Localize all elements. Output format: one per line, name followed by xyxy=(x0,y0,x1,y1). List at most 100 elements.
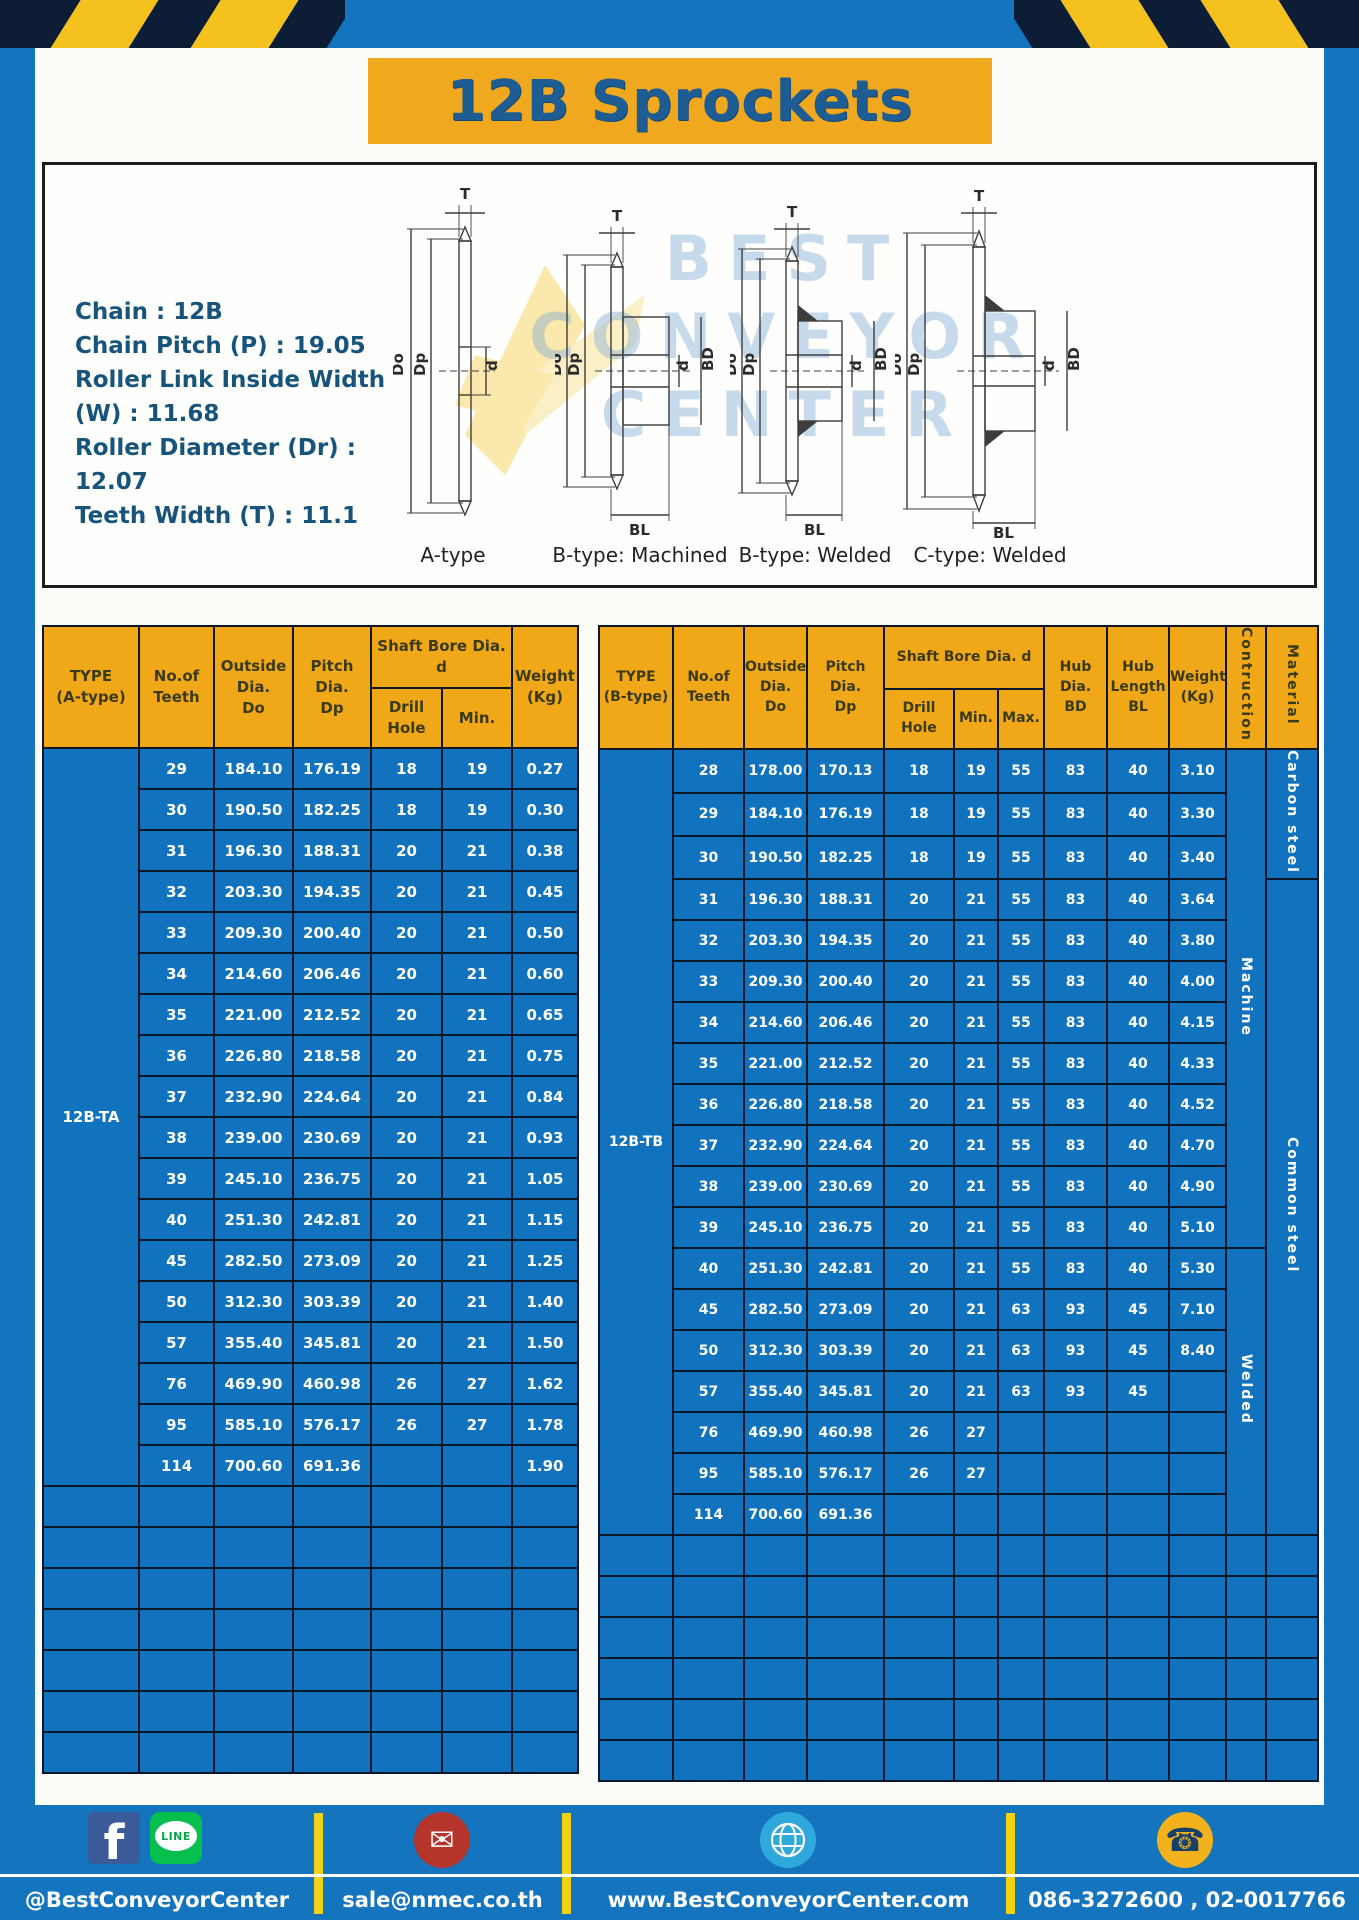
phone-icon[interactable]: ☎ xyxy=(1157,1812,1213,1868)
cell-outside-dia: 196.30 xyxy=(213,829,294,872)
cell-hub-length: 40 xyxy=(1106,960,1171,1004)
cell-hub-length: 40 xyxy=(1106,1124,1171,1168)
cell-pitch-dia: 194.35 xyxy=(806,919,885,963)
empty-cell xyxy=(370,1485,443,1528)
cell-weight: 1.90 xyxy=(511,1444,579,1487)
cell-weight: 0.93 xyxy=(511,1116,579,1159)
cell-drill-hole: 18 xyxy=(883,748,955,794)
cell-outside-dia: 251.30 xyxy=(213,1198,294,1241)
globe-icon[interactable] xyxy=(760,1812,816,1868)
cell-outside-dia: 251.30 xyxy=(743,1247,808,1291)
cell-pitch-dia: 182.25 xyxy=(806,834,885,881)
cell-teeth: 32 xyxy=(672,919,745,963)
cell-outside-dia: 226.80 xyxy=(743,1083,808,1127)
empty-cell xyxy=(598,1698,674,1742)
cell-drill-hole: 20 xyxy=(370,1157,443,1200)
empty-cell xyxy=(598,1575,674,1619)
cell-drill-hole: 20 xyxy=(883,1124,955,1168)
col-hub-dia: Hub Dia. BD xyxy=(1043,624,1109,751)
col-shaft-bore-group: Shaft Bore Dia. d xyxy=(370,625,513,689)
empty-cell xyxy=(1043,1534,1109,1578)
cell-teeth: 40 xyxy=(138,1198,215,1241)
svg-text:Do: Do xyxy=(895,353,905,376)
cell-outside-dia: 312.30 xyxy=(213,1280,294,1323)
cell-pitch-dia: 176.19 xyxy=(806,791,885,838)
cell-drill-hole: 20 xyxy=(883,1083,955,1127)
caption-b-type-machined: B-type: Machined xyxy=(552,543,728,567)
svg-text:T: T xyxy=(974,187,985,205)
cell-outside-dia: 239.00 xyxy=(213,1116,294,1159)
empty-cell xyxy=(953,1575,999,1619)
cell-pitch-dia: 576.17 xyxy=(806,1452,885,1496)
cell-min xyxy=(953,1493,999,1537)
empty-cell xyxy=(441,1485,513,1528)
cell-teeth: 50 xyxy=(138,1280,215,1323)
empty-cell xyxy=(1225,1657,1268,1701)
empty-cell xyxy=(511,1649,579,1692)
empty-cell xyxy=(1106,1698,1171,1742)
empty-cell xyxy=(292,1608,372,1651)
cell-weight: 0.45 xyxy=(511,870,579,913)
cell-teeth: 33 xyxy=(672,960,745,1004)
cell-min: 19 xyxy=(441,747,513,790)
website-url[interactable]: www.BestConveyorCenter.com xyxy=(607,1888,970,1912)
cell-drill-hole xyxy=(370,1444,443,1487)
footer-divider xyxy=(314,1813,323,1914)
empty-cell xyxy=(883,1657,955,1701)
cell-pitch-dia: 576.17 xyxy=(292,1403,372,1446)
mail-icon[interactable]: ✉ xyxy=(414,1812,470,1868)
cell-min: 21 xyxy=(441,1321,513,1364)
cell-drill-hole: 20 xyxy=(883,1370,955,1414)
cell-outside-dia: 585.10 xyxy=(743,1452,808,1496)
cell-pitch-dia: 206.46 xyxy=(806,1001,885,1045)
empty-cell xyxy=(883,1575,955,1619)
cell-weight: 5.30 xyxy=(1168,1247,1228,1291)
cell-min: 19 xyxy=(953,834,999,881)
email-address[interactable]: sale@nmec.co.th xyxy=(342,1888,543,1912)
facebook-f: f xyxy=(103,1815,125,1864)
empty-cell xyxy=(42,1608,140,1651)
cell-pitch-dia: 206.46 xyxy=(292,952,372,995)
cell-outside-dia: 196.30 xyxy=(743,878,808,922)
empty-cell xyxy=(213,1731,294,1774)
cell-hub-dia: 83 xyxy=(1043,1042,1109,1086)
facebook-icon[interactable]: f xyxy=(88,1812,140,1864)
cell-max: 55 xyxy=(996,1247,1046,1291)
cell-pitch-dia: 188.31 xyxy=(806,878,885,922)
cell-hub-length: 40 xyxy=(1106,878,1171,922)
cell-pitch-dia: 176.19 xyxy=(292,747,372,790)
cell-outside-dia: 469.90 xyxy=(743,1411,808,1455)
cell-min: 21 xyxy=(953,919,999,963)
empty-cell xyxy=(138,1567,215,1610)
cell-min: 19 xyxy=(441,788,513,831)
cell-max: 55 xyxy=(996,878,1046,922)
hazard-stripes-right xyxy=(1014,0,1359,48)
cell-weight xyxy=(1168,1493,1228,1537)
cell-max: 55 xyxy=(996,748,1046,794)
svg-text:BL: BL xyxy=(804,521,825,539)
cell-drill-hole: 20 xyxy=(370,1034,443,1077)
footer: @BestConveyorCenter sale@nmec.co.th www.… xyxy=(0,1805,1359,1920)
empty-cell xyxy=(292,1567,372,1610)
svg-text:d: d xyxy=(1040,360,1058,371)
cell-weight: 0.65 xyxy=(511,993,579,1036)
cell-pitch-dia: 242.81 xyxy=(806,1247,885,1291)
empty-cell xyxy=(292,1731,372,1774)
cell-teeth: 76 xyxy=(672,1411,745,1455)
empty-cell xyxy=(1265,1739,1320,1783)
line-icon[interactable]: LINE xyxy=(150,1812,202,1864)
cell-pitch-dia: 194.35 xyxy=(292,870,372,913)
svg-text:Dp: Dp xyxy=(905,353,923,376)
construction-cell: Machine xyxy=(1225,748,1268,1250)
cell-drill-hole: 20 xyxy=(883,1001,955,1045)
cell-pitch-dia: 230.69 xyxy=(806,1165,885,1209)
facebook-handle[interactable]: @BestConveyorCenter xyxy=(24,1888,290,1912)
empty-cell xyxy=(1168,1534,1228,1578)
cell-hub-dia: 83 xyxy=(1043,1001,1109,1045)
cell-outside-dia: 232.90 xyxy=(213,1075,294,1118)
cell-weight: 4.33 xyxy=(1168,1042,1228,1086)
empty-cell xyxy=(1265,1616,1320,1660)
cell-outside-dia: 203.30 xyxy=(213,870,294,913)
a-type-sprocket-table: TYPE (A-type) No.of Teeth Outside Dia. Do P… xyxy=(42,625,579,1774)
empty-cell xyxy=(213,1526,294,1569)
